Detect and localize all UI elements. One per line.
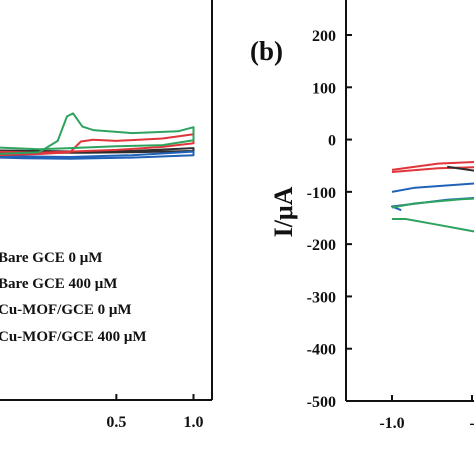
x-tick-label-a-1: 1.0 — [183, 414, 203, 431]
x-tick-label-a-0: 0.5 — [106, 414, 126, 431]
x-tick-label-b-0: -1.0 — [379, 415, 404, 432]
series-line-b-0 — [391, 160, 474, 173]
series-line-a-3 — [0, 112, 195, 155]
legend-entry-a-1: Bare GCE 400 μM — [0, 276, 117, 292]
y-axis-label-b: I/μA — [269, 186, 298, 237]
legend-entry-a-2: Cu-MOF/GCE 0 μM — [0, 302, 132, 318]
x-tick-label-b-1: - — [469, 415, 474, 432]
series-line-b-3 — [391, 197, 474, 233]
panel-b: 200 100 0 -100 -200 -300 -400 -500 -1.0 - I/μA (b) — [250, 0, 474, 432]
legend-entry-a-0: Bare GCE 0 μM — [0, 250, 102, 266]
y-tick-label-b-5: -300 — [307, 289, 336, 306]
series-line-b-1 — [447, 165, 474, 172]
series-line-a-2 — [0, 133, 195, 157]
panel-label-b: (b) — [250, 36, 283, 66]
series-line-a-1 — [0, 150, 195, 160]
y-tick-label-b-7: -500 — [307, 394, 336, 411]
y-tick-label-b-6: -400 — [307, 342, 336, 359]
y-tick-label-b-1: 100 — [312, 80, 336, 97]
legend-entry-a-3: Cu-MOF/GCE 400 μM — [0, 329, 147, 345]
y-tick-label-b-4: -200 — [307, 237, 336, 254]
y-tick-label-b-2: 0 — [328, 133, 336, 150]
y-tick-label-b-3: -100 — [307, 185, 336, 202]
y-tick-label-b-0: 200 — [312, 28, 336, 45]
panel-a: 0.5 1.0 Bare GCE 0 μM Bare GCE 400 μM Cu-MOF… — [0, 0, 213, 431]
